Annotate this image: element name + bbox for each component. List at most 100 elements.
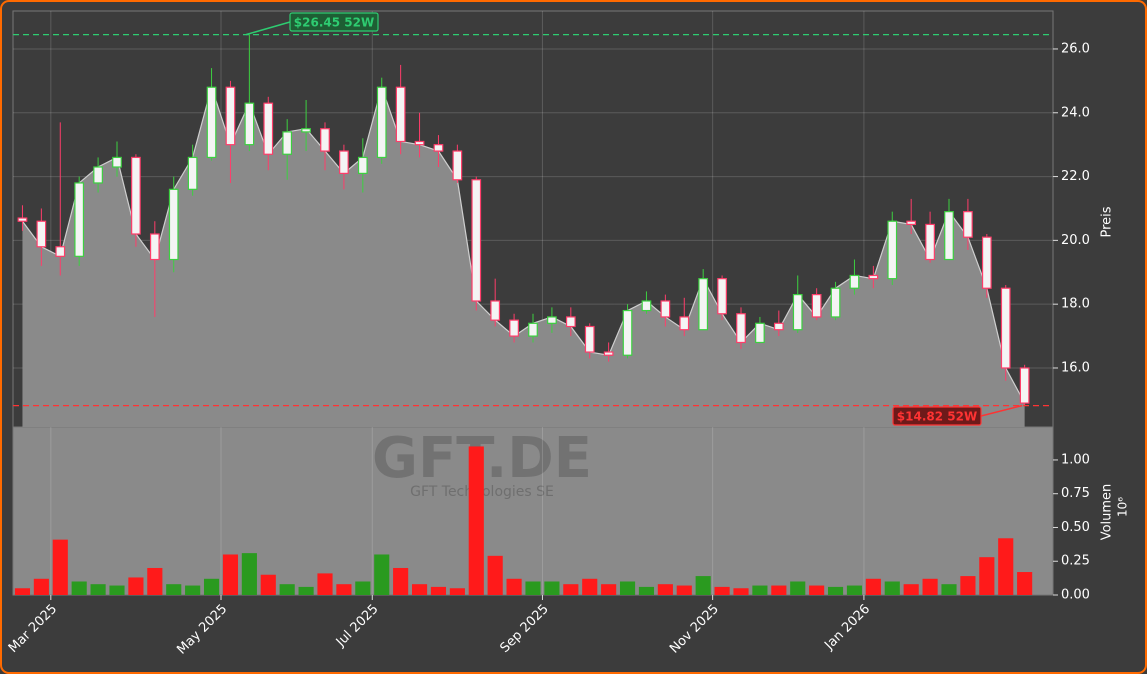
y2-offset-label: 10⁶ bbox=[1116, 497, 1130, 517]
candle-body bbox=[282, 131, 293, 155]
volume-bar bbox=[619, 581, 636, 595]
volume-bar bbox=[128, 577, 144, 595]
candle-body bbox=[357, 156, 368, 174]
candle-body bbox=[74, 182, 85, 257]
volume-bar bbox=[14, 588, 31, 595]
candle-body bbox=[528, 322, 538, 337]
volume-bar bbox=[638, 586, 655, 595]
candle-body bbox=[395, 86, 406, 143]
candle-body bbox=[36, 220, 47, 248]
y2-tick-label: 0.50 bbox=[1061, 520, 1090, 535]
volume-bar bbox=[846, 585, 863, 595]
candle-body bbox=[641, 300, 652, 312]
y-tick-label: 22.0 bbox=[1061, 169, 1090, 184]
candle-body bbox=[679, 316, 690, 331]
volume-bar bbox=[430, 586, 447, 595]
volume-bar bbox=[241, 553, 257, 595]
volume-bar bbox=[71, 581, 87, 595]
annotation-arrow bbox=[980, 404, 1023, 417]
y-tick-label: 24.0 bbox=[1061, 105, 1090, 120]
volume-bar bbox=[960, 576, 976, 595]
annotation-label: $26.45 52W bbox=[294, 16, 374, 30]
candle-body bbox=[452, 150, 463, 181]
y2-tick-label: 0.75 bbox=[1061, 486, 1090, 501]
candle-body bbox=[55, 246, 66, 257]
candle-body bbox=[755, 322, 765, 344]
candle-body bbox=[906, 220, 917, 226]
candle-body bbox=[963, 211, 973, 238]
volume-bar bbox=[752, 585, 768, 595]
candle-body bbox=[93, 166, 103, 184]
volume-bar bbox=[411, 584, 428, 595]
volume-bar bbox=[393, 567, 409, 595]
candle-body bbox=[320, 128, 330, 152]
volume-bar bbox=[998, 538, 1014, 595]
volume-bar bbox=[33, 578, 49, 595]
volume-bar bbox=[979, 557, 995, 595]
candle-body bbox=[244, 102, 255, 146]
candle-body bbox=[887, 220, 898, 280]
candle-body bbox=[301, 128, 311, 133]
volume-bar bbox=[222, 554, 239, 595]
candle-body bbox=[981, 236, 992, 289]
volume-bar bbox=[903, 584, 919, 595]
annotation-arrow bbox=[245, 21, 291, 36]
candle-body bbox=[736, 313, 746, 344]
candle-body bbox=[698, 278, 709, 331]
candle-body bbox=[149, 233, 160, 261]
candle-body bbox=[206, 86, 217, 159]
volume-bar bbox=[601, 584, 617, 595]
candle-body bbox=[622, 309, 633, 356]
y-axis-label: Preis bbox=[1100, 206, 1115, 237]
y2-tick-label: 1.00 bbox=[1061, 452, 1090, 467]
candle-body bbox=[131, 156, 141, 235]
candle-body bbox=[17, 217, 28, 222]
annotation-box bbox=[289, 12, 379, 32]
y-tick-label: 16.0 bbox=[1061, 360, 1090, 375]
y2-axis-label: Volumen bbox=[1100, 484, 1115, 541]
volume-bar bbox=[714, 586, 730, 595]
volume-bar bbox=[922, 578, 938, 595]
candle-body bbox=[225, 86, 236, 146]
candle-body bbox=[490, 300, 501, 321]
volume-bar bbox=[109, 585, 125, 595]
candle-body bbox=[433, 144, 444, 152]
volume-bar bbox=[449, 588, 465, 595]
close-area bbox=[22, 87, 1025, 428]
volume-bar bbox=[166, 584, 182, 595]
candle-body bbox=[792, 294, 803, 331]
volume-bar bbox=[941, 584, 957, 595]
volume-bar bbox=[827, 586, 844, 595]
candle-body bbox=[660, 300, 671, 318]
volume-bar bbox=[563, 584, 579, 595]
candle-body bbox=[944, 211, 954, 261]
candle-body bbox=[339, 150, 349, 174]
candle-body bbox=[471, 179, 482, 302]
volume-bar bbox=[279, 584, 295, 595]
y-tick-label: 26.0 bbox=[1061, 41, 1090, 56]
volume-bar bbox=[525, 581, 541, 595]
candle-body bbox=[603, 351, 614, 356]
annotation-box bbox=[892, 406, 982, 426]
candle-body bbox=[1000, 287, 1011, 369]
volume-bar bbox=[771, 585, 787, 595]
candle-body bbox=[376, 86, 387, 159]
volume-bar bbox=[90, 584, 106, 595]
candle-body bbox=[547, 316, 557, 324]
volume-bar bbox=[336, 584, 352, 595]
candle-body bbox=[168, 188, 179, 261]
volume-bar bbox=[260, 574, 276, 595]
volume-bar bbox=[695, 576, 711, 595]
volume-bar bbox=[487, 555, 503, 595]
y2-tick-label: 0.25 bbox=[1061, 554, 1090, 569]
volume-bar bbox=[865, 578, 881, 595]
volume-bar bbox=[884, 581, 900, 595]
candle-body bbox=[849, 274, 860, 289]
volume-bar bbox=[790, 581, 806, 595]
candle-body bbox=[773, 322, 784, 331]
volume-bar bbox=[468, 446, 484, 595]
candle-body bbox=[584, 325, 595, 353]
candle-body bbox=[830, 287, 841, 318]
candle-body bbox=[811, 294, 822, 318]
volume-bar bbox=[355, 581, 371, 595]
